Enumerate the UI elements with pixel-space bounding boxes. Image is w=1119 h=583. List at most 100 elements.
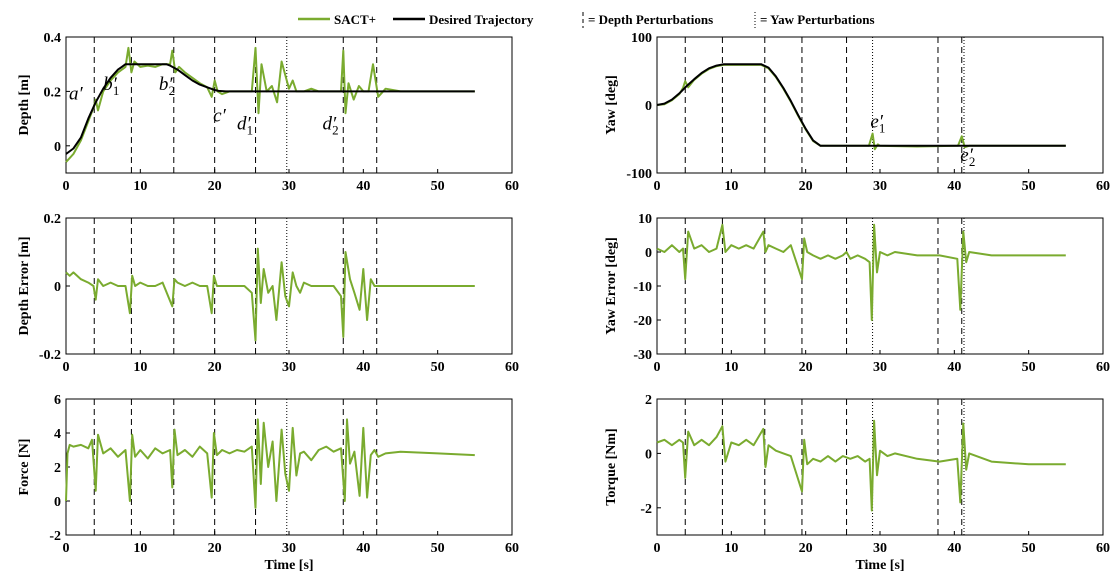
yaw-annotation: e′2 (960, 145, 975, 169)
depth-error-xtick-label: 20 (208, 360, 222, 375)
depth-error-ytick-label: -0.2 (39, 348, 61, 363)
yaw-error-ytick-label: -20 (633, 314, 652, 329)
legend-desired-label: Desired Trajectory (429, 12, 534, 27)
force-xtick-label: 30 (282, 541, 296, 556)
depth-error-xtick-label: 30 (282, 360, 296, 375)
panel-torque: 0 10 20 30 40 50 60 -2 0 2 Torque [Nm] Time [s] (604, 393, 1110, 573)
yaw-sact-line (656, 63, 1066, 151)
yaw-ylabel: Yaw [deg] (604, 75, 619, 135)
force-ytick-label: 0 (54, 495, 61, 510)
legend-sact-label: SACT+ (334, 12, 376, 27)
depth-error-ytick-label: 0 (54, 280, 61, 295)
torque-axes-box (656, 398, 1104, 536)
depth-annotation: a′ (69, 84, 84, 105)
panel-yaw-error: 0 10 20 30 40 50 60 -30 -20 -10 0 10 Yaw Error [deg] (604, 212, 1110, 375)
force-sact-line (65, 418, 475, 509)
torque-ytick-label: 0 (645, 447, 652, 462)
torque-ytick-label: 2 (645, 393, 652, 408)
torque-xtick-label: 0 (654, 541, 661, 556)
depth-error-ylabel: Depth Error [m] (17, 236, 32, 335)
yaw-xtick-label: 40 (947, 179, 961, 194)
depth-xtick-label: 20 (208, 179, 222, 194)
yaw-error-xtick-label: 0 (654, 360, 661, 375)
yaw-desired-line (656, 63, 1066, 147)
yaw-error-xtick-label: 60 (1096, 360, 1110, 375)
depth-error-xtick-label: 50 (431, 360, 445, 375)
yaw-error-xtick-label: 50 (1022, 360, 1036, 375)
depth-xtick-label: 60 (505, 179, 519, 194)
depth-annotation: d′2 (322, 113, 338, 137)
force-xtick-label: 0 (63, 541, 70, 556)
depth-annotation: b′2 (159, 74, 175, 98)
yaw-xtick-label: 30 (873, 179, 887, 194)
torque-xtick-label: 60 (1096, 541, 1110, 556)
depth-error-xtick-label: 40 (356, 360, 370, 375)
force-axes-box (65, 398, 513, 536)
torque-xlabel: Time [s] (855, 558, 904, 573)
yaw-error-xtick-label: 10 (724, 360, 738, 375)
force-ytick-label: 4 (54, 427, 61, 442)
torque-xtick-label: 10 (724, 541, 738, 556)
force-xtick-label: 10 (133, 541, 147, 556)
force-xtick-label: 60 (505, 541, 519, 556)
depth-xtick-label: 0 (63, 179, 70, 194)
yaw-error-xtick-label: 40 (947, 360, 961, 375)
legend-depth-pert-label: = Depth Perturbations (588, 12, 713, 27)
force-ylabel: Force [N] (17, 439, 32, 496)
yaw-error-ytick-label: 10 (638, 212, 652, 227)
yaw-ytick-label: -100 (626, 167, 652, 182)
panel-depth: 0 10 20 30 40 50 60 0 0.2 0.4 Depth [m] a′ b′1 b′2 c′ d… (17, 31, 519, 194)
yaw-annotation: e′1 (870, 111, 885, 135)
torque-xtick-label: 30 (873, 541, 887, 556)
yaw-error-ytick-label: -30 (633, 348, 652, 363)
depth-annotation: b′1 (103, 74, 119, 98)
depth-axes-box (65, 36, 513, 174)
torque-ytick-label: -2 (640, 502, 652, 517)
depth-xtick-label: 40 (356, 179, 370, 194)
yaw-xtick-label: 50 (1022, 179, 1036, 194)
depth-xtick-label: 10 (133, 179, 147, 194)
force-xtick-label: 20 (208, 541, 222, 556)
depth-annotation: d′1 (237, 113, 253, 137)
force-ytick-label: -2 (49, 529, 61, 544)
yaw-axes-box (656, 36, 1104, 174)
depth-ytick-label: 0.4 (44, 31, 62, 46)
depth-desired-line (65, 63, 475, 155)
force-xtick-label: 50 (431, 541, 445, 556)
depth-error-xtick-label: 0 (63, 360, 70, 375)
depth-xtick-label: 50 (431, 179, 445, 194)
depth-error-xtick-label: 60 (505, 360, 519, 375)
depth-ytick-label: 0 (54, 140, 61, 155)
yaw-xtick-label: 60 (1096, 179, 1110, 194)
force-ytick-label: 6 (54, 393, 61, 408)
depth-ylabel: Depth [m] (17, 74, 32, 135)
yaw-xtick-label: 0 (654, 179, 661, 194)
depth-annotation: c′ (213, 105, 226, 126)
depth-error-xtick-label: 10 (133, 360, 147, 375)
torque-ylabel: Torque [Nm] (604, 428, 619, 505)
depth-xtick-label: 30 (282, 179, 296, 194)
torque-sact-line (656, 419, 1066, 512)
yaw-error-xtick-label: 20 (799, 360, 813, 375)
yaw-xtick-label: 10 (724, 179, 738, 194)
torque-xtick-label: 50 (1022, 541, 1036, 556)
yaw-xtick-label: 20 (799, 179, 813, 194)
torque-xtick-label: 40 (947, 541, 961, 556)
yaw-ytick-label: 100 (631, 31, 652, 46)
yaw-error-ytick-label: 0 (645, 246, 652, 261)
force-xtick-label: 40 (356, 541, 370, 556)
legend-yaw-pert-label: = Yaw Perturbations (760, 12, 875, 27)
yaw-error-ytick-label: -10 (633, 280, 652, 295)
yaw-error-ylabel: Yaw Error [deg] (604, 237, 619, 334)
yaw-error-xtick-label: 30 (873, 360, 887, 375)
torque-xtick-label: 20 (799, 541, 813, 556)
depth-error-ytick-label: 0.2 (44, 212, 62, 227)
yaw-error-sact-line (656, 223, 1066, 321)
force-ytick-label: 2 (54, 461, 61, 476)
depth-ytick-label: 0.2 (44, 85, 62, 100)
force-xlabel: Time [s] (264, 558, 313, 573)
yaw-ytick-label: 0 (645, 99, 652, 114)
